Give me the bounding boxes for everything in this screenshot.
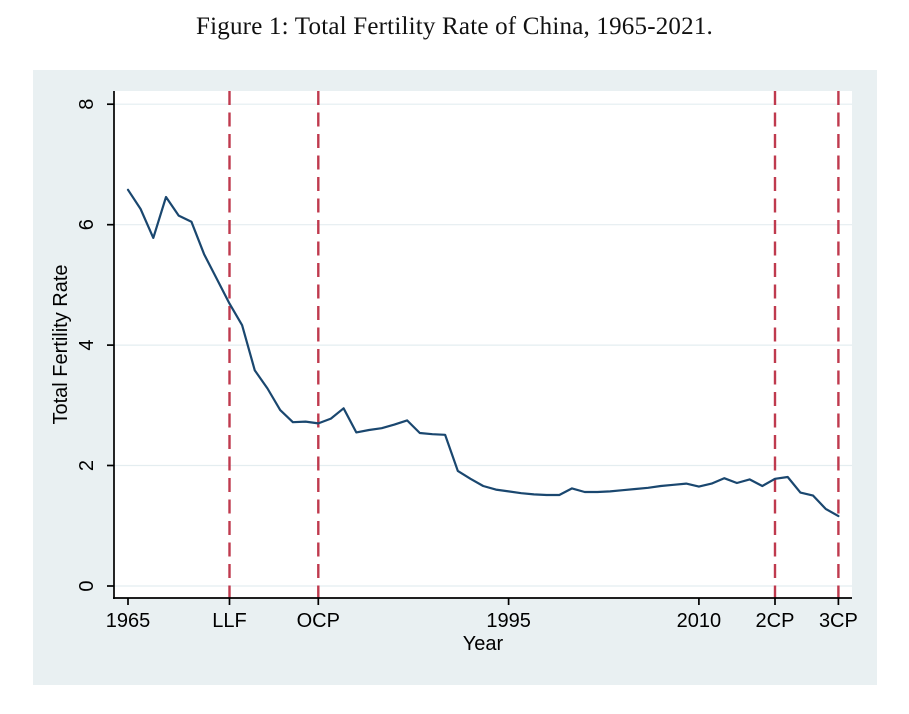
fertility-chart: 0 2 4 6 8 1965 LLF OCP 1995 2010 2CP 3CP Total Ferti… — [33, 70, 877, 685]
x-tick-label: 1965 — [106, 610, 151, 632]
x-tick-label: OCP — [297, 610, 340, 632]
y-tick-label: 8 — [76, 99, 98, 110]
y-tick-label: 6 — [76, 219, 98, 230]
x-tick-label: 1995 — [486, 610, 531, 632]
figure-caption: Figure 1: Total Fertility Rate of China,… — [196, 13, 713, 40]
x-tick-label: 2CP — [756, 610, 795, 632]
y-tick-label: 2 — [76, 460, 98, 471]
x-tick-label: LLF — [212, 610, 246, 632]
x-tick-label: 2010 — [677, 610, 722, 632]
tfr-line — [126, 188, 840, 518]
chart-card: 0 2 4 6 8 1965 LLF OCP 1995 2010 2CP 3CP Total Ferti… — [33, 70, 877, 685]
x-axis-title: Year — [463, 633, 504, 655]
y-axis-title: Total Fertility Rate — [50, 264, 72, 424]
y-tick-label: 4 — [76, 340, 98, 351]
x-tick-label: 3CP — [819, 610, 858, 632]
y-tick-label: 0 — [76, 580, 98, 591]
